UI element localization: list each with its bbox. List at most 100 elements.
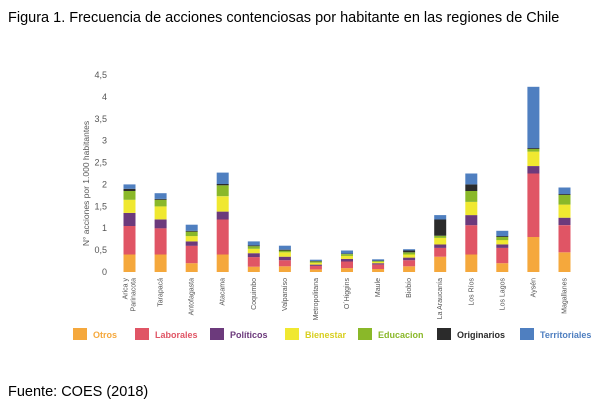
bar-segment (527, 148, 540, 149)
figure-caption: Figura 1. Frecuencia de acciones contenc… (8, 10, 560, 26)
x-category-label: Valparaíso (282, 278, 289, 311)
bar-segment (154, 198, 167, 200)
bar-segment (496, 236, 509, 237)
bar-segment (278, 250, 291, 253)
bar-segment (278, 252, 291, 257)
x-category-label: Atacama (220, 278, 227, 306)
bar-segment (372, 264, 385, 269)
bar-segment (496, 247, 509, 264)
bar-segment (154, 199, 167, 207)
bar-segment (496, 237, 509, 241)
y-tick-label: 0,5 (94, 245, 107, 255)
legend-swatch (135, 328, 149, 340)
x-category-label: Coquimbo (251, 278, 258, 310)
x-category-label: Magallanes (561, 278, 568, 314)
legend-label: Otros (93, 330, 117, 340)
category-labels: Arica yParinacota Tarapacá Antofagasta Atac… (123, 278, 569, 321)
bar-segment (465, 254, 478, 272)
bar-segment (434, 237, 447, 245)
y-axis-label-group: N° acciones por 1.000 habitantes (81, 121, 91, 246)
legend-label: Laborales (155, 330, 198, 340)
bar-segment (309, 264, 322, 266)
x-category-label: Aysén (530, 278, 537, 297)
y-tick-label: 3 (102, 136, 107, 146)
bar-segment (309, 269, 322, 272)
bar-segment (123, 199, 136, 213)
x-category-label: Maule (375, 278, 382, 297)
y-tick-label: 1 (102, 223, 107, 233)
bar-segment (123, 184, 136, 189)
bar-segment (434, 256, 447, 272)
legend-swatch (520, 328, 534, 340)
bar-segment (154, 193, 167, 199)
bar-segment (185, 224, 198, 231)
bar-segment (278, 266, 291, 272)
legend-label: Bienestar (305, 330, 347, 340)
bar-segment (247, 253, 260, 258)
x-category-label: Tarapacá (158, 278, 165, 307)
figure-source: Fuente: COES (2018) (8, 384, 149, 400)
x-category-label: Los Lagos (499, 278, 506, 311)
bar-segment (465, 191, 478, 202)
bar-segment (185, 230, 198, 232)
bar-segment (247, 246, 260, 249)
bar-segment (216, 211, 229, 220)
bar-segment (372, 259, 385, 261)
bar-segment (558, 225, 571, 253)
y-axis-label: N° acciones por 1.000 habitantes (81, 121, 91, 246)
x-category-label: Metropolitana (313, 278, 320, 321)
bar-segment (496, 263, 509, 272)
bar-segment (496, 230, 509, 237)
legend-label: Territoriales (540, 330, 591, 340)
bar-segment (496, 244, 509, 248)
bar-segment (185, 263, 198, 272)
bar-segment (465, 173, 478, 185)
bar-segment (403, 260, 416, 267)
legend-label: Educacion (378, 330, 424, 340)
bar-segment (278, 249, 291, 251)
bar-segment (341, 250, 353, 254)
y-tick-label: 1,5 (94, 201, 107, 211)
bar-segment (403, 254, 416, 258)
bar-segment (216, 172, 229, 184)
y-tick-label: 2,5 (94, 158, 107, 168)
bar-segment (185, 245, 198, 264)
bar-segment (278, 260, 291, 267)
bar-segment (123, 212, 136, 226)
x-category-label: Arica yParinacota (123, 278, 138, 312)
legend-swatch (210, 328, 224, 340)
bar-segment (434, 247, 447, 257)
legend-swatch (285, 328, 299, 340)
bar-segment (341, 254, 353, 256)
bar-segment (465, 215, 478, 226)
bar-segment (278, 256, 291, 261)
bar-segment (527, 151, 540, 166)
bar-segment (403, 257, 416, 261)
bar-segment (465, 225, 478, 255)
bar-segment (216, 196, 229, 212)
bar-segment (216, 254, 229, 272)
bar-segment (341, 268, 353, 272)
legend-swatch (73, 328, 87, 340)
legend-label: Originarios (457, 330, 505, 340)
y-tick-label: 3,5 (94, 114, 107, 124)
bar-segment (216, 184, 229, 186)
x-category-label: Los Ríos (468, 278, 475, 306)
bar-segment (558, 217, 571, 226)
legend-swatch (358, 328, 372, 340)
bar-segment (123, 191, 136, 200)
x-category-label: Biobío (406, 278, 413, 298)
bar-segment (372, 261, 385, 262)
bar-segment (216, 185, 229, 197)
bar-segment (558, 194, 571, 195)
bar-segment (309, 259, 322, 261)
bar-segment (434, 215, 447, 220)
bar-segment (527, 149, 540, 152)
bar-segment (527, 237, 540, 272)
bar-segment (558, 187, 571, 195)
bar-segment (247, 257, 260, 267)
bar-segment (403, 250, 416, 253)
y-tick-label: 0 (102, 267, 107, 277)
bar-segment (123, 226, 136, 255)
